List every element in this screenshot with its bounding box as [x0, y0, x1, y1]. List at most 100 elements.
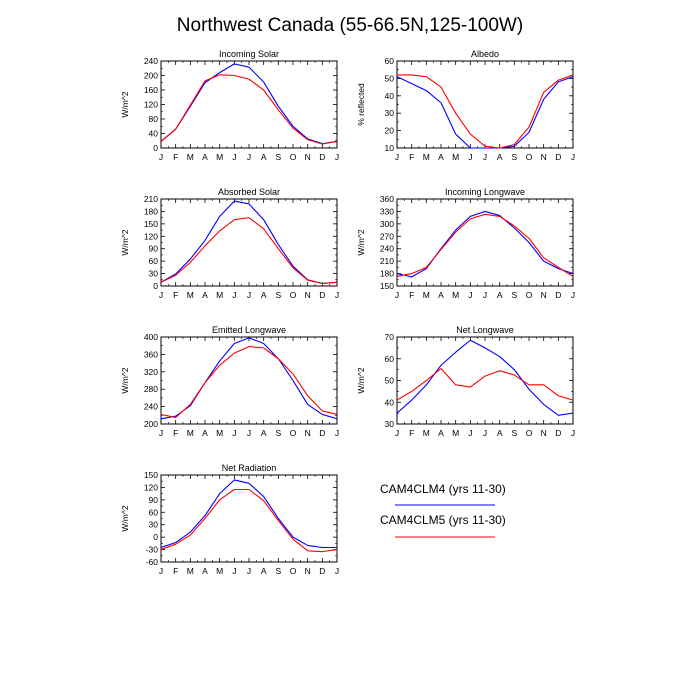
- x-tick-label: A: [202, 428, 208, 438]
- x-tick-label: J: [571, 428, 575, 438]
- y-tick-label: 300: [380, 219, 394, 229]
- y-axis-label: W/m^2: [120, 505, 130, 531]
- x-tick-label: J: [571, 290, 575, 300]
- panel-frame: [396, 336, 574, 425]
- y-tick-label: -60: [146, 557, 159, 567]
- x-tick-label: J: [159, 290, 163, 300]
- x-tick-label: N: [305, 290, 311, 300]
- x-tick-label: A: [261, 428, 267, 438]
- series-line-clm4: [396, 210, 574, 278]
- x-tick-label: A: [261, 566, 267, 576]
- y-axis-label: W/m^2: [120, 229, 130, 255]
- y-tick-label: 30: [385, 419, 395, 429]
- y-tick-label: 30: [149, 520, 159, 530]
- y-axis-label: W/m^2: [356, 367, 366, 393]
- y-tick-label: 50: [385, 73, 395, 83]
- y-tick-label: 40: [385, 91, 395, 101]
- y-tick-label: 320: [144, 367, 158, 377]
- y-tick-label: 150: [380, 281, 394, 291]
- x-tick-label: J: [335, 152, 339, 162]
- x-tick-label: M: [452, 428, 459, 438]
- legend-label-clm5: CAM4CLM5 (yrs 11-30): [380, 513, 506, 527]
- x-tick-label: A: [202, 566, 208, 576]
- x-tick-label: M: [423, 290, 430, 300]
- y-axis-label: W/m^2: [120, 91, 130, 117]
- x-tick-label: D: [319, 566, 325, 576]
- y-tick-label: 120: [144, 231, 158, 241]
- y-tick-label: 180: [380, 269, 394, 279]
- x-tick-label: D: [555, 290, 561, 300]
- x-tick-label: A: [497, 428, 503, 438]
- x-tick-label: J: [395, 290, 399, 300]
- y-tick-label: 200: [144, 419, 158, 429]
- series-line-clm4: [396, 339, 574, 416]
- x-tick-label: M: [452, 152, 459, 162]
- y-tick-label: 60: [385, 56, 395, 66]
- y-tick-label: 20: [385, 126, 395, 136]
- y-tick-label: 280: [144, 384, 158, 394]
- x-tick-label: S: [275, 428, 281, 438]
- x-tick-label: O: [290, 566, 297, 576]
- y-tick-label: 210: [380, 256, 394, 266]
- y-tick-label: 0: [153, 143, 158, 153]
- x-tick-label: O: [526, 428, 533, 438]
- x-tick-label: A: [438, 428, 444, 438]
- x-tick-label: O: [526, 152, 533, 162]
- y-tick-label: 80: [149, 114, 159, 124]
- panel-frame: [160, 60, 338, 149]
- y-tick-label: 180: [144, 206, 158, 216]
- x-tick-label: M: [216, 152, 223, 162]
- y-tick-label: 200: [144, 71, 158, 81]
- y-tick-label: 0: [153, 281, 158, 291]
- y-tick-label: 120: [144, 482, 158, 492]
- series-line-clm5: [396, 367, 574, 401]
- x-tick-label: D: [319, 290, 325, 300]
- x-tick-label: A: [497, 152, 503, 162]
- x-tick-label: O: [526, 290, 533, 300]
- y-tick-label: 240: [380, 244, 394, 254]
- x-tick-label: M: [216, 290, 223, 300]
- x-tick-label: S: [511, 152, 517, 162]
- x-tick-label: M: [452, 290, 459, 300]
- x-tick-label: D: [555, 152, 561, 162]
- panel-title: Incoming Longwave: [445, 187, 525, 197]
- panel-title: Emitted Longwave: [212, 325, 286, 335]
- y-tick-label: 400: [144, 332, 158, 342]
- figure-title: Northwest Canada (55-66.5N,125-100W): [177, 15, 523, 36]
- y-tick-label: 40: [149, 129, 159, 139]
- y-tick-label: 90: [149, 495, 159, 505]
- x-tick-label: J: [571, 152, 575, 162]
- series-line-clm4: [396, 76, 574, 149]
- y-tick-label: 330: [380, 206, 394, 216]
- y-tick-label: 10: [385, 143, 395, 153]
- x-tick-label: D: [319, 428, 325, 438]
- series-line-clm5: [160, 346, 338, 419]
- panel-frame: [160, 474, 338, 563]
- x-tick-label: N: [305, 566, 311, 576]
- x-tick-label: F: [409, 290, 414, 300]
- panel-frame: [160, 198, 338, 287]
- y-axis-label: W/m^2: [120, 367, 130, 393]
- x-tick-label: M: [187, 566, 194, 576]
- series-line-clm4: [160, 479, 337, 549]
- x-tick-label: J: [159, 152, 163, 162]
- panel-frame: [160, 336, 338, 425]
- y-tick-label: 270: [380, 231, 394, 241]
- x-tick-label: J: [232, 566, 236, 576]
- panel-title: Incoming Solar: [219, 49, 279, 59]
- x-tick-label: S: [511, 428, 517, 438]
- x-tick-label: J: [232, 428, 236, 438]
- panel-title: Albedo: [471, 49, 499, 59]
- x-tick-label: J: [247, 566, 251, 576]
- x-tick-label: F: [173, 290, 178, 300]
- x-tick-label: J: [159, 428, 163, 438]
- x-tick-label: O: [290, 428, 297, 438]
- x-tick-label: J: [247, 290, 251, 300]
